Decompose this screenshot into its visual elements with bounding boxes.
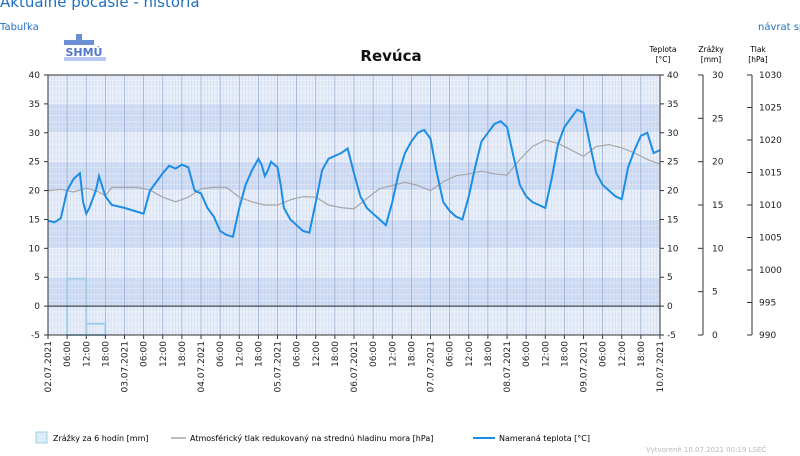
x-axis-tick-label: 18:00 [637,341,647,367]
logo-text: SHMÚ [65,46,102,59]
precip-axis-tick-label: 20 [712,158,724,168]
pressure-series-line [47,139,661,210]
precip-axis-label-2: [mm] [701,55,722,64]
precip-axis-tick-label: 30 [712,71,724,81]
precip-axis-tick-label: 5 [712,288,718,298]
left-axis-tick-label: 35 [29,100,40,110]
chart-title: Revúca [360,47,421,65]
left-axis-tick-label: 25 [29,158,40,168]
x-axis-tick-label: 06:00 [216,341,226,367]
precip-axis-label-1: Zrážky [698,45,724,54]
right-axis-tick-label: 0 [667,302,673,312]
legend-label-precipitation: Zrážky za 6 hodín [mm] [53,434,148,443]
x-axis-tick-label: 10.07.2021 [656,341,666,393]
pressure-axis-tick-label: 990 [759,331,776,341]
temp-axis-label-1: Teplota [649,45,677,54]
page-title: Aktuálne počasie - história [0,0,200,11]
x-axis-tick-label: 12:00 [312,341,322,367]
x-axis-tick-label: 03.07.2021 [121,341,131,393]
x-axis-tick-label: 18:00 [101,341,111,367]
pressure-axis-tick-label: 1025 [759,104,782,114]
x-axis-tick-label: 04.07.2021 [197,341,207,393]
left-axis-tick-label: 40 [29,71,41,81]
x-axis-tick-label: 02.07.2021 [44,341,54,393]
shmu-logo: SHMÚ [64,34,106,61]
x-axis-tick-label: 06:00 [63,341,73,367]
temp-axis-label-2: [°C] [656,55,671,64]
temperature-series-line [47,108,661,239]
left-axis-tick-label: 10 [29,244,41,254]
precip-axis-tick-label: 25 [712,114,723,124]
right-axis-tick-label: -5 [667,331,676,341]
pressure-axis-label-1: Tlak [749,45,766,54]
x-axis-tick-label: 18:00 [407,341,417,367]
legend: Zrážky za 6 hodín [mm] Atmosférický tlak… [35,431,590,444]
right-axis-tick-label: 10 [667,244,679,254]
pressure-axis-tick-label: 1000 [759,266,782,276]
right-temperature-axis: 40 35 30 25 20 15 10 5 0 -5 [660,71,679,341]
pressure-axis-label-2: [hPa] [748,55,767,64]
legend-label-pressure: Atmosférický tlak redukovaný na strednú … [190,433,433,443]
x-axis-tick-label: 18:00 [484,341,494,367]
x-axis-tick-label: 12:00 [541,341,551,367]
left-axis-tick-label: 0 [34,302,40,312]
x-axis-tick-label: 06.07.2021 [350,341,360,393]
pressure-axis-tick-label: 1005 [759,234,782,244]
x-axis-tick-label: 06:00 [369,341,379,367]
left-axis-tick-label: 20 [29,187,41,197]
x-axis-tick-label: 12:00 [82,341,92,367]
x-axis-tick-label: 12:00 [618,341,628,367]
pressure-axis-tick-label: 1020 [759,136,782,146]
legend-swatch-precipitation [35,431,48,444]
x-axis-tick-label: 18:00 [560,341,570,367]
legend-label-temperature: Nameraná teplota [°C] [499,434,590,443]
x-axis-tick-label: 18:00 [254,341,264,367]
x-axis-tick-label: 18:00 [331,341,341,367]
x-axis-tick-label: 12:00 [388,341,398,367]
x-axis-tick-label: 09.07.2021 [580,341,590,393]
left-axis-tick-label: -5 [31,331,40,341]
pressure-axis: 1030 1025 1020 1015 1010 1005 1000 995 990 [747,71,782,341]
x-axis-tick-label: 12:00 [465,341,475,367]
x-axis-tick-label: 12:00 [159,341,169,367]
precip-axis-tick-label: 0 [712,331,718,341]
x-axis-tick-label: 06:00 [599,341,609,367]
x-axis-tick-label: 06:00 [293,341,303,367]
right-axis-tick-label: 30 [667,129,679,139]
pressure-axis-tick-label: 1030 [759,71,782,81]
back-link[interactable]: návrat spä [758,22,800,33]
x-axis-tick-label: 08.07.2021 [503,341,513,393]
right-axis-tick-label: 35 [667,100,678,110]
x-axis-tick-label: 06:00 [140,341,150,367]
x-axis-tick-label: 06:00 [522,341,532,367]
left-axis-tick-label: 5 [34,273,40,283]
precip-axis-tick-label: 15 [712,201,723,211]
right-axis-tick-label: 20 [667,187,679,197]
x-axis-tick-label: 07.07.2021 [427,341,437,393]
x-axis-tick-label: 06:00 [446,341,456,367]
x-axis-tick-label: 05.07.2021 [274,341,284,393]
right-axis-tick-label: 40 [667,71,679,81]
precip-axis-tick-label: 10 [712,244,724,254]
footer-timestamp: Vytvorené 10.07.2021 00:19 LSEČ [646,446,767,454]
left-axis-tick-label: 30 [29,129,41,139]
right-axis-tick-label: 25 [667,158,678,168]
precipitation-axis: 30 25 20 15 10 5 0 [698,71,724,341]
x-axis-tick-label: 18:00 [178,341,188,367]
left-temperature-axis: 40 35 30 25 20 15 10 5 0 -5 [29,71,49,341]
x-axis: 02.07.2021 06:00 12:00 18:00 03.07.2021 06:00… [44,335,666,393]
left-axis-tick-label: 15 [29,215,40,225]
right-axis-tick-label: 5 [667,273,673,283]
table-link[interactable]: Tabuľka [0,22,39,33]
right-axis-tick-label: 15 [667,215,678,225]
pressure-axis-tick-label: 1015 [759,169,782,179]
x-axis-tick-label: 12:00 [235,341,245,367]
pressure-axis-tick-label: 1010 [759,201,782,211]
pressure-axis-tick-label: 995 [759,299,776,309]
